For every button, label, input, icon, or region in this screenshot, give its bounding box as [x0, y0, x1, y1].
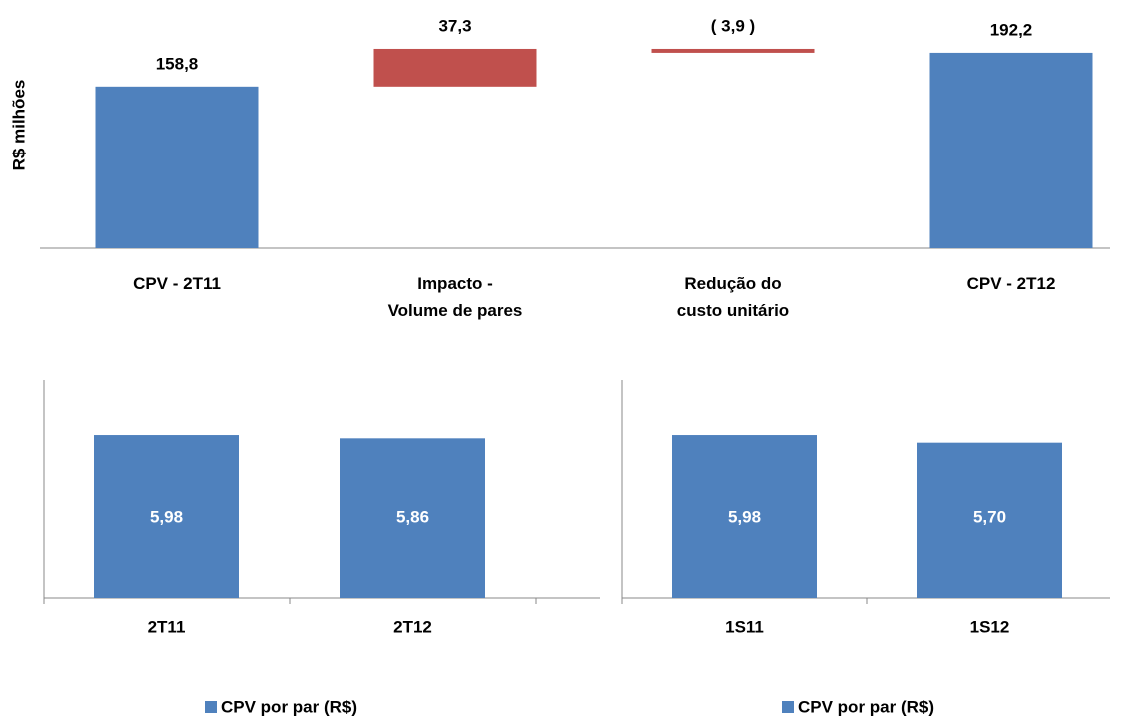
bar [95, 86, 259, 249]
x-tick-label: 1S12 [970, 617, 1010, 636]
bar [672, 435, 817, 598]
x-tick-label: 2T12 [393, 617, 432, 636]
data-label: 158,8 [156, 54, 199, 73]
bar [917, 442, 1062, 598]
x-tick-label: Redução do custo unitário [676, 274, 790, 320]
x-tick-label: CPV - 2T12 [966, 274, 1056, 293]
data-label: ( 3,9 ) [711, 16, 755, 35]
data-label: 192,2 [990, 20, 1033, 39]
legend-swatch [205, 701, 217, 713]
bar [651, 48, 815, 53]
x-tick-label: 1S11 [725, 617, 764, 636]
data-label: 5,70 [973, 507, 1006, 526]
x-tick-label: 2T11 [148, 617, 186, 636]
bar [340, 438, 485, 598]
data-label: 5,98 [728, 507, 761, 526]
data-label: 5,86 [396, 507, 429, 526]
legend-label: CPV por par (R$) [798, 697, 934, 716]
legend-label: CPV por par (R$) [221, 697, 357, 716]
bar [94, 435, 239, 598]
legend-swatch [782, 701, 794, 713]
x-tick-label: CPV - 2T11 [133, 274, 221, 293]
bar [929, 52, 1093, 249]
data-label: 5,98 [150, 507, 183, 526]
x-tick-label: Impacto - Volume de pares [387, 274, 523, 320]
bar [373, 48, 537, 87]
y-axis-label: R$ milhões [9, 80, 28, 171]
data-label: 37,3 [438, 16, 471, 35]
